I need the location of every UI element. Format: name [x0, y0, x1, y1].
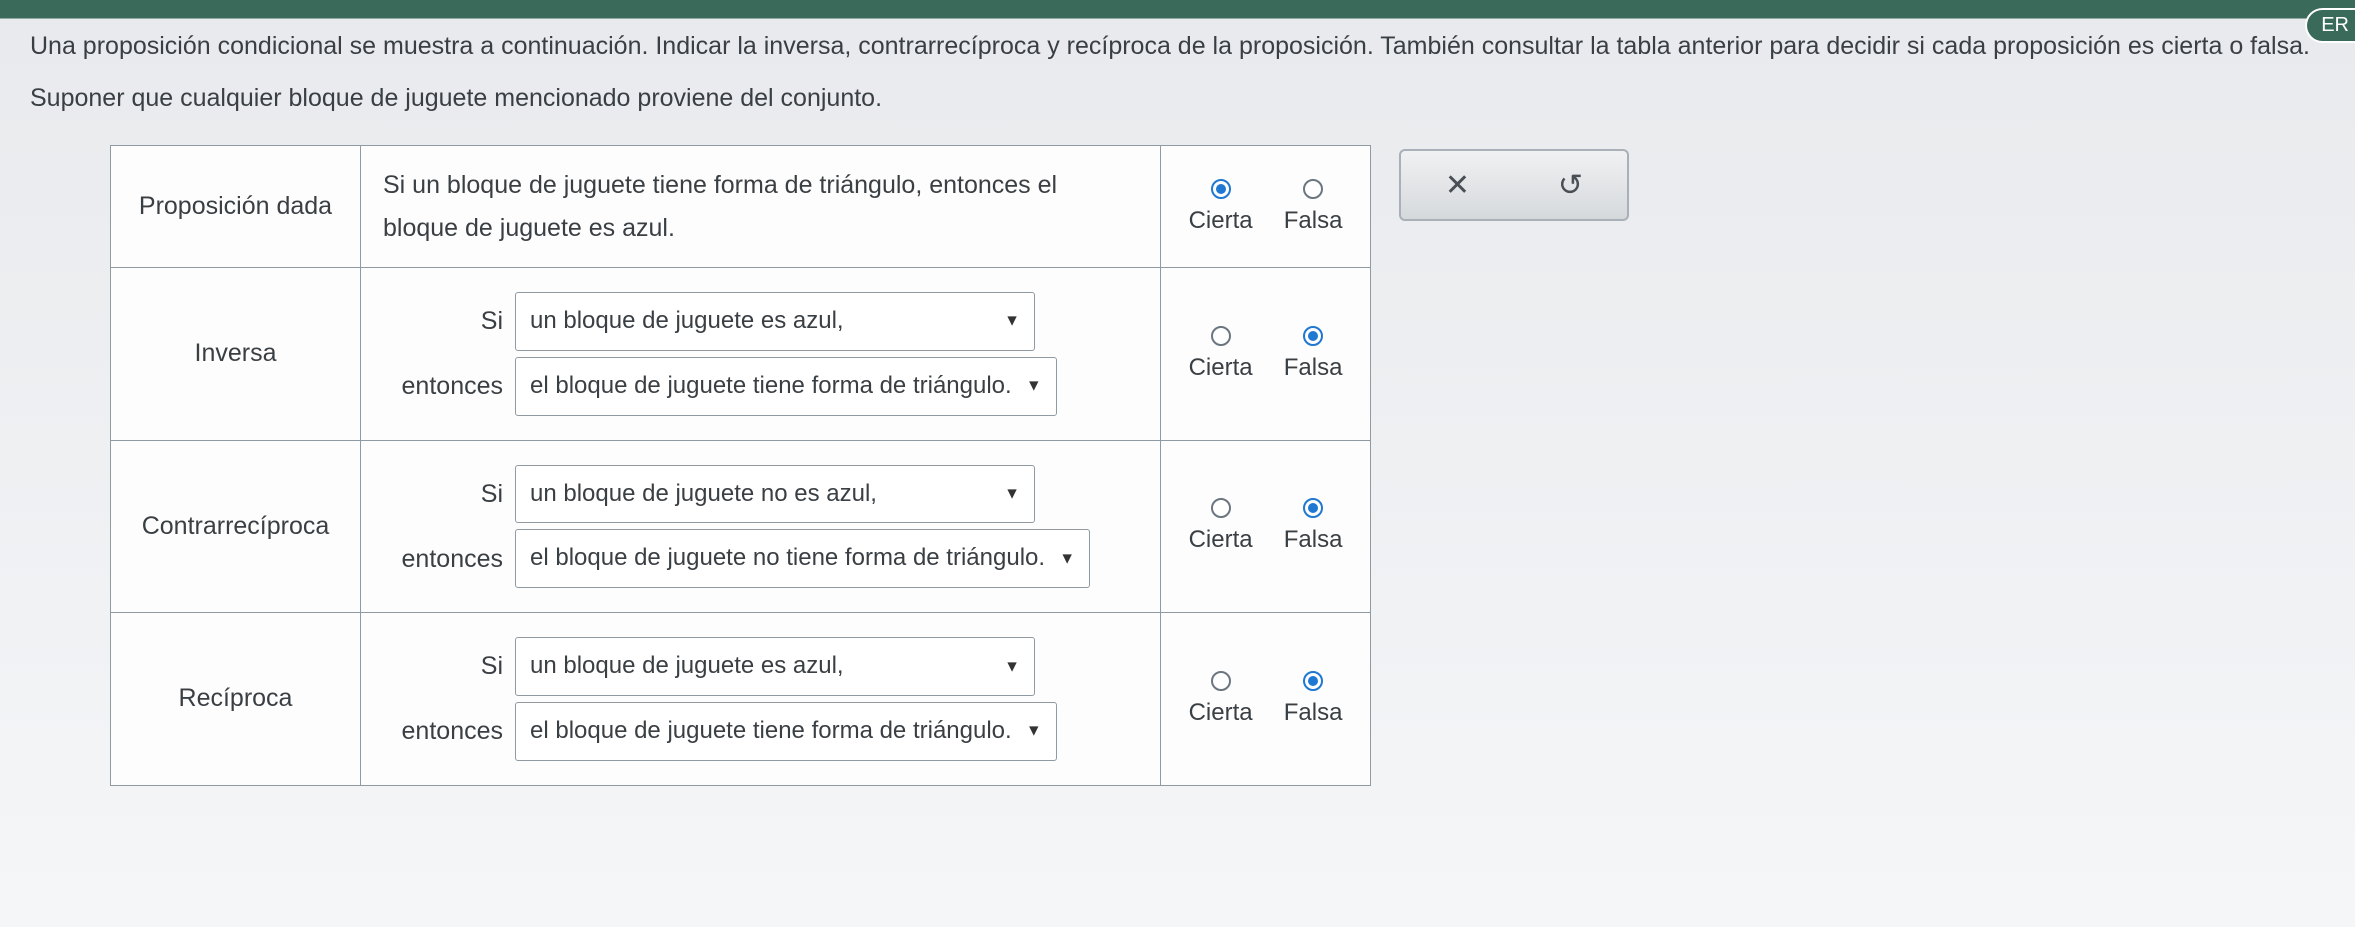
table-row: Recíproca Si un bloque de juguete es azu… [111, 613, 1371, 786]
tf-cell-reciproca: Cierta Falsa [1161, 613, 1371, 786]
inversa-si-dropdown[interactable]: un bloque de juguete es azul, ▼ [515, 292, 1035, 351]
label-falsa: Falsa [1284, 354, 1343, 382]
dropdown-value: el bloque de juguete no tiene forma de t… [530, 544, 1045, 571]
row-label-inversa: Inversa [111, 268, 361, 441]
label-falsa: Falsa [1284, 699, 1343, 727]
entonces-keyword: entonces [383, 710, 503, 753]
label-falsa: Falsa [1284, 526, 1343, 554]
radio-reciproca-falsa[interactable] [1303, 671, 1323, 691]
tf-cell-contrarreciproca: Cierta Falsa [1161, 440, 1371, 613]
propositions-table: Proposición dada Si un bloque de juguete… [110, 145, 1371, 786]
clear-button[interactable]: ✕ [1401, 168, 1514, 203]
table-row: Contrarrecíproca Si un bloque de juguete… [111, 440, 1371, 613]
si-keyword: Si [383, 473, 503, 516]
radio-inversa-falsa[interactable] [1303, 326, 1323, 346]
row-label-contrarreciproca: Contrarrecíproca [111, 440, 361, 613]
chevron-down-icon: ▼ [1004, 308, 1020, 335]
er-badge: ER [2305, 8, 2355, 43]
instructions-text: Una proposición condicional se muestra a… [30, 28, 2325, 66]
reset-button[interactable]: ↺ [1514, 168, 1627, 203]
contrarreciproca-entonces-dropdown[interactable]: el bloque de juguete no tiene forma de t… [515, 529, 1090, 588]
chevron-down-icon: ▼ [1004, 653, 1020, 680]
si-keyword: Si [383, 645, 503, 688]
row-label-reciproca: Recíproca [111, 613, 361, 786]
chevron-down-icon: ▼ [1059, 545, 1075, 572]
radio-inversa-cierta[interactable] [1211, 326, 1231, 346]
si-keyword: Si [383, 300, 503, 343]
dropdown-value: un bloque de juguete es azul, [530, 652, 844, 679]
label-cierta: Cierta [1189, 207, 1253, 235]
chevron-down-icon: ▼ [1026, 373, 1042, 400]
dropdown-value: el bloque de juguete tiene forma de triá… [530, 372, 1012, 399]
inversa-entonces-dropdown[interactable]: el bloque de juguete tiene forma de triá… [515, 357, 1057, 416]
tf-cell-given: Cierta Falsa [1161, 146, 1371, 268]
content-row: Proposición dada Si un bloque de juguete… [30, 145, 2325, 786]
radio-given-cierta[interactable] [1211, 179, 1231, 199]
label-cierta: Cierta [1189, 699, 1253, 727]
row-label-given: Proposición dada [111, 146, 361, 268]
dropdown-value: un bloque de juguete no es azul, [530, 480, 877, 507]
radio-given-falsa[interactable] [1303, 179, 1323, 199]
reciproca-entonces-dropdown[interactable]: el bloque de juguete tiene forma de triá… [515, 702, 1057, 761]
radio-contrarreciproca-falsa[interactable] [1303, 498, 1323, 518]
radio-contrarreciproca-cierta[interactable] [1211, 498, 1231, 518]
action-panel: ✕ ↺ [1399, 149, 1629, 221]
reciproca-statement: Si un bloque de juguete es azul, ▼ enton… [361, 613, 1161, 786]
table-row: Inversa Si un bloque de juguete es azul,… [111, 268, 1371, 441]
tf-cell-inversa: Cierta Falsa [1161, 268, 1371, 441]
label-cierta: Cierta [1189, 354, 1253, 382]
reciproca-si-dropdown[interactable]: un bloque de juguete es azul, ▼ [515, 637, 1035, 696]
entonces-keyword: entonces [383, 365, 503, 408]
page: Una proposición condicional se muestra a… [0, 0, 2355, 816]
contrarreciproca-statement: Si un bloque de juguete no es azul, ▼ en… [361, 440, 1161, 613]
inversa-statement: Si un bloque de juguete es azul, ▼ enton… [361, 268, 1161, 441]
chevron-down-icon: ▼ [1026, 718, 1042, 745]
contrarreciproca-si-dropdown[interactable]: un bloque de juguete no es azul, ▼ [515, 465, 1035, 524]
label-falsa: Falsa [1284, 207, 1343, 235]
table-row: Proposición dada Si un bloque de juguete… [111, 146, 1371, 268]
radio-reciproca-cierta[interactable] [1211, 671, 1231, 691]
chevron-down-icon: ▼ [1004, 480, 1020, 507]
entonces-keyword: entonces [383, 538, 503, 581]
sub-instructions-text: Suponer que cualquier bloque de juguete … [30, 80, 2325, 118]
label-cierta: Cierta [1189, 526, 1253, 554]
given-statement: Si un bloque de juguete tiene forma de t… [361, 146, 1161, 268]
dropdown-value: un bloque de juguete es azul, [530, 307, 844, 334]
dropdown-value: el bloque de juguete tiene forma de triá… [530, 717, 1012, 744]
